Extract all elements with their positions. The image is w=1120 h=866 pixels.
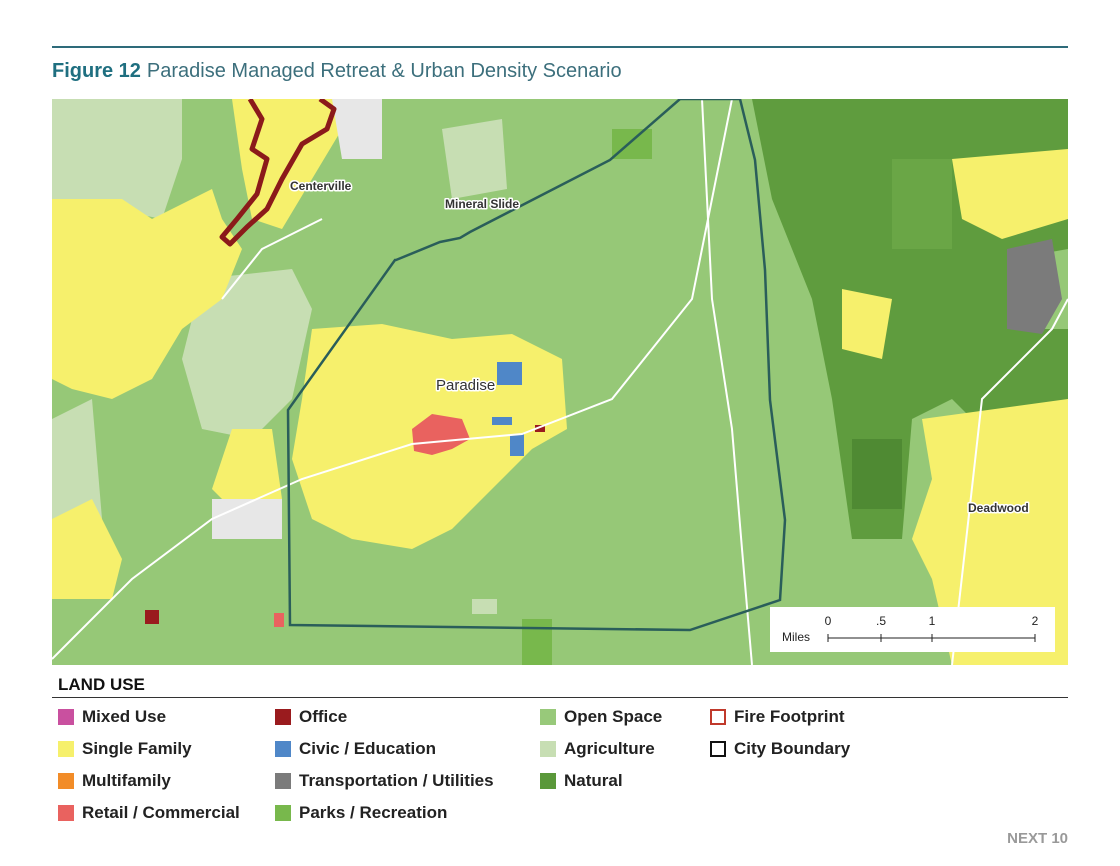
civic-area: [510, 434, 524, 456]
top-rule: [52, 46, 1068, 48]
scale-label: 0: [825, 614, 832, 628]
city-boundary: [286, 99, 787, 632]
legend-item: Retail / Commercial: [58, 803, 240, 823]
legend-item: Transportation / Utilities: [275, 771, 494, 791]
legend-item: Fire Footprint: [710, 707, 844, 727]
legend-swatch: [540, 741, 556, 757]
road: [701, 99, 753, 665]
place-label: Deadwood: [968, 501, 1029, 515]
legend-label: City Boundary: [734, 739, 851, 758]
legend-item: Civic / Education: [275, 739, 436, 759]
legend-label: Agriculture: [564, 739, 655, 758]
legend-swatch: [275, 709, 291, 725]
legend-label: Natural: [564, 771, 623, 790]
legend-label: Open Space: [564, 707, 663, 726]
single-family-area: [52, 189, 242, 399]
legend-item: Office: [275, 707, 347, 727]
place-label: Paradise: [436, 377, 495, 394]
roads: [52, 99, 1068, 665]
developed-area: [212, 499, 282, 539]
agriculture-area: [442, 119, 507, 199]
legend-swatch: [710, 741, 726, 757]
road: [52, 99, 733, 660]
legend-item: City Boundary: [710, 739, 850, 759]
single-family-area: [912, 399, 1068, 665]
legend-swatch: [540, 709, 556, 725]
retail-area: [412, 414, 470, 455]
agriculture-area: [182, 269, 312, 439]
legend-label: Retail / Commercial: [82, 803, 240, 822]
title-text: Paradise Managed Retreat & Urban Density…: [146, 60, 622, 82]
scale-bar: Miles 0 .5 1 2: [770, 607, 1055, 652]
single-family-area: [952, 149, 1068, 239]
legend-label: Transportation / Utilities: [299, 771, 494, 790]
legend-item: Open Space: [540, 707, 662, 727]
figure-title: Figure 12 Paradise Managed Retreat & Urba…: [52, 60, 622, 83]
fire-footprint: [219, 99, 337, 247]
retail-area: [274, 613, 284, 627]
legend-swatch: [275, 773, 291, 789]
map: Centerville Mineral Slide Paradise Deadw…: [52, 99, 1068, 665]
legend-label: Civic / Education: [299, 739, 436, 758]
scale-label: .5: [876, 614, 886, 628]
natural-area: [892, 159, 952, 249]
legend-item: Mixed Use: [58, 707, 166, 727]
legend-title: LAND USE: [58, 675, 145, 694]
single-family-area: [52, 499, 122, 599]
civic-area: [497, 362, 522, 385]
legend-swatch: [58, 709, 74, 725]
natural-area: [852, 439, 902, 509]
legend-label: Parks / Recreation: [299, 803, 448, 822]
legend-swatch: [58, 773, 74, 789]
road: [951, 298, 1068, 665]
legend-label: Office: [299, 707, 348, 726]
legend-item: Multifamily: [58, 771, 171, 791]
legend-swatch: [58, 805, 74, 821]
scale-label: 2: [1032, 614, 1039, 628]
legend-swatch: [710, 709, 726, 725]
legend-label: Single Family: [82, 739, 192, 758]
office-area: [145, 610, 159, 624]
legend-item: Natural: [540, 771, 623, 791]
legend-label: Fire Footprint: [734, 707, 845, 726]
place-label: Mineral Slide: [445, 197, 519, 211]
legend-swatch: [540, 773, 556, 789]
legend-label: Mixed Use: [82, 707, 167, 726]
civic-area: [492, 417, 512, 425]
office-area: [535, 425, 545, 432]
scale-unit: Miles: [782, 630, 810, 644]
legend-item: Agriculture: [540, 739, 655, 759]
scale-label: 1: [929, 614, 936, 628]
scale-box: [770, 607, 1055, 652]
legend-label: Multifamily: [82, 771, 171, 790]
place-label: Centerville: [290, 179, 352, 193]
legend-item: Parks / Recreation: [275, 803, 447, 823]
legend-swatch: [275, 741, 291, 757]
developed-area: [332, 99, 382, 159]
page-footer: NEXT 10: [1007, 830, 1068, 847]
legend-swatch: [58, 741, 74, 757]
transportation-area: [1007, 239, 1062, 334]
legend-swatch: [275, 805, 291, 821]
agriculture-area: [472, 599, 497, 614]
legend-rule: [52, 697, 1068, 698]
single-family-area: [842, 289, 892, 359]
legend-item: Single Family: [58, 739, 192, 759]
figure-number: Figure 12: [52, 60, 141, 82]
parks-area: [612, 129, 652, 159]
road: [221, 218, 323, 300]
parks-area: [522, 619, 552, 665]
agriculture-area: [52, 99, 182, 219]
